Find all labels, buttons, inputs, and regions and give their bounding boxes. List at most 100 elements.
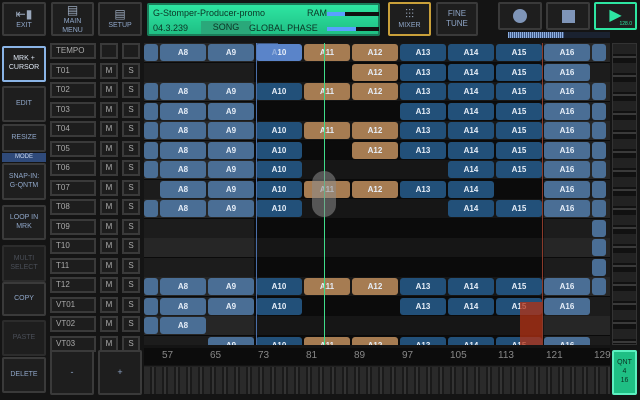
scroll-handle[interactable] — [312, 171, 336, 217]
pattern-clip[interactable] — [144, 200, 158, 217]
pattern-clip[interactable]: A15 — [496, 141, 542, 159]
pattern-clip[interactable]: A16 — [544, 336, 590, 345]
pattern-clip[interactable] — [592, 161, 606, 178]
solo-button[interactable]: S — [122, 296, 140, 313]
tool-paste-button[interactable]: PASTE — [2, 320, 46, 356]
pattern-clip[interactable]: A10 — [256, 278, 302, 295]
mute-button[interactable]: M — [100, 316, 118, 332]
pattern-clip[interactable]: A16 — [544, 122, 590, 139]
track-name[interactable]: T07 — [50, 179, 96, 196]
track-lane[interactable]: A8 A9 A10 A11 A12 A13 A14 A15 A16 — [144, 277, 610, 296]
pattern-clip[interactable]: A9 — [208, 278, 254, 295]
pattern-clip[interactable]: A9 — [208, 297, 254, 315]
pattern-clip[interactable]: A10 — [256, 336, 302, 345]
pattern-clip[interactable]: A9 — [208, 122, 254, 139]
pattern-clip[interactable]: A15 — [496, 63, 542, 81]
pattern-clip[interactable]: A9 — [208, 102, 254, 120]
pattern-clip[interactable]: A10 — [256, 180, 302, 198]
pattern-clip[interactable]: A8 — [160, 161, 206, 178]
play-button[interactable]: ▶ 128.0 — [594, 2, 637, 30]
tool-delete-button[interactable]: DELETE — [2, 357, 46, 393]
mixer-button[interactable]: ⫶⫶⫶ MIXER — [388, 2, 431, 36]
pattern-clip[interactable]: A8 — [160, 200, 206, 217]
solo-button[interactable]: S — [122, 316, 140, 332]
solo-button[interactable]: S — [122, 218, 140, 235]
pattern-clip[interactable]: A13 — [400, 102, 446, 120]
mute-button[interactable]: M — [100, 101, 118, 118]
pattern-clip[interactable]: A13 — [400, 83, 446, 100]
pattern-clip[interactable] — [592, 102, 606, 120]
solo-button[interactable]: S — [122, 140, 140, 157]
pattern-clip[interactable]: A10 — [256, 161, 302, 178]
pattern-clip[interactable] — [592, 141, 606, 159]
track-name[interactable]: T06 — [50, 160, 96, 176]
pattern-clip[interactable] — [144, 44, 158, 61]
track-lane[interactable]: A9 A10 A11 A12 A13 A14 A15 A16 — [144, 335, 610, 345]
tool-mrk-cursor-button[interactable]: MRK + CURSOR — [2, 46, 46, 82]
pattern-clip[interactable] — [144, 278, 158, 295]
solo-button[interactable]: S — [122, 160, 140, 176]
pattern-clip[interactable] — [592, 44, 606, 61]
mute-button[interactable]: M — [100, 160, 118, 176]
pattern-clip[interactable]: A9 — [208, 141, 254, 159]
zoom-in-button[interactable]: + — [98, 350, 142, 395]
mute-button[interactable]: M — [100, 179, 118, 196]
fine-tune-button[interactable]: FINE TUNE — [436, 2, 478, 36]
pattern-clip[interactable]: A8 — [160, 180, 206, 198]
mute-button[interactable]: M — [100, 82, 118, 98]
arrangement-grid[interactable]: A8 A9 A10 A11 A12 A13 A14 A15 A16 A12 A13 A14 A15 A16… — [144, 43, 610, 345]
pattern-clip[interactable]: A14 — [448, 122, 494, 139]
pattern-clip[interactable]: A13 — [400, 297, 446, 315]
mute-button[interactable]: M — [100, 140, 118, 157]
pattern-clip[interactable]: A11 — [304, 122, 350, 139]
stop-button[interactable] — [546, 2, 590, 30]
song-progress[interactable] — [508, 32, 610, 38]
solo-button[interactable]: S — [122, 257, 140, 274]
pattern-clip[interactable]: A8 — [160, 141, 206, 159]
track-name[interactable]: T05 — [50, 140, 96, 157]
solo-button[interactable]: S — [122, 238, 140, 254]
track-lane[interactable]: A8 A9 A10 A11 A12 A13 A14 A15 A16 — [144, 82, 610, 101]
solo-button[interactable]: S — [122, 101, 140, 118]
pattern-clip[interactable] — [592, 180, 606, 198]
pattern-clip[interactable]: A8 — [160, 297, 206, 315]
quantize-button[interactable]: QNT 4 16 — [612, 350, 637, 395]
track-lane[interactable] — [144, 218, 610, 238]
track-lane[interactable]: A8 A9 A10 A13 A14 A15 A16 — [144, 296, 610, 316]
pattern-clip[interactable]: A13 — [400, 141, 446, 159]
track-lane[interactable] — [144, 238, 610, 257]
loop-marker[interactable] — [520, 302, 542, 345]
pattern-clip[interactable]: A14 — [448, 161, 494, 178]
pattern-clip[interactable]: A13 — [400, 122, 446, 139]
mute-button[interactable]: M — [100, 199, 118, 215]
pattern-clip[interactable] — [592, 200, 606, 217]
pattern-clip[interactable]: A12 — [352, 44, 398, 61]
exit-button[interactable]: ⇤▮ EXIT — [2, 2, 46, 36]
pattern-clip[interactable]: A16 — [544, 180, 590, 198]
zoom-out-button[interactable]: - — [50, 350, 94, 395]
pattern-clip[interactable]: A8 — [160, 278, 206, 295]
horizontal-scroller[interactable] — [144, 366, 610, 394]
pattern-clip[interactable]: A8 — [160, 102, 206, 120]
pattern-clip[interactable]: A14 — [448, 336, 494, 345]
track-lane[interactable]: A8 A9 A10 A11 A12 A13 A14 A15 A16 — [144, 121, 610, 140]
pattern-clip[interactable]: A15 — [496, 122, 542, 139]
pattern-clip[interactable]: A15 — [496, 336, 542, 345]
track-name[interactable]: T04 — [50, 121, 96, 137]
tool-multi-select-button[interactable]: MULTI SELECT — [2, 245, 46, 282]
pattern-clip[interactable]: A12 — [352, 278, 398, 295]
tool-edit-button[interactable]: EDIT — [2, 86, 46, 122]
track-lane[interactable]: A8 A9 A10 A11 A12 A13 A14 A15 A16 — [144, 43, 610, 62]
track-name[interactable]: T11 — [50, 257, 96, 274]
pattern-clip[interactable]: A10 — [256, 83, 302, 100]
pattern-clip[interactable]: A12 — [352, 63, 398, 81]
solo-button[interactable]: S — [122, 62, 140, 79]
pattern-clip[interactable]: A12 — [352, 336, 398, 345]
pattern-clip[interactable]: A14 — [448, 44, 494, 61]
pattern-clip[interactable]: A8 — [160, 83, 206, 100]
track-lane[interactable]: A8A9A10A11A12A13A14A16 — [144, 179, 610, 199]
pattern-clip[interactable]: A16 — [544, 200, 590, 217]
pattern-clip[interactable]: A14 — [448, 63, 494, 81]
pattern-clip[interactable]: A9 — [208, 336, 254, 345]
pattern-clip[interactable]: A10 — [256, 122, 302, 139]
